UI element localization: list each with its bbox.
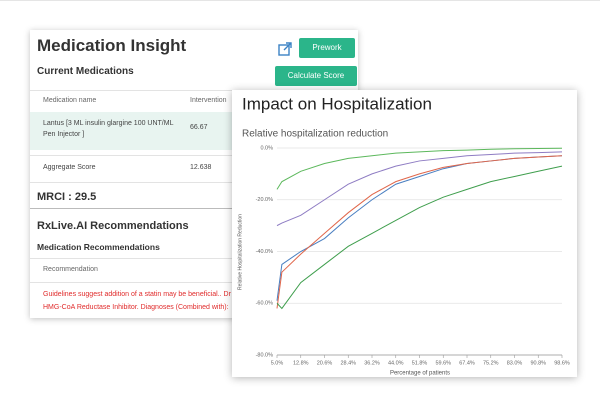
y-axis-label: Relative Hospitalization Reduction <box>237 214 243 290</box>
mrci: MRCI : 29.5 <box>37 191 97 203</box>
y-tick-label: -60.0% <box>256 301 274 307</box>
y-tick-label: -20.0% <box>256 197 274 203</box>
x-tick-label: 28.4% <box>340 360 356 366</box>
x-tick-label: 67.4% <box>459 360 475 366</box>
recommendations-subtitle: Medication Recommendations <box>37 242 160 252</box>
recommendations-header: Recommendation <box>43 266 98 273</box>
recommendations-title: RxLive.AI Recommendations <box>37 220 189 232</box>
chart: Impact on Hospitalization Relative hospi… <box>237 94 570 377</box>
series-line <box>276 155 563 301</box>
panel-title: Medication Insight <box>37 36 187 55</box>
table-cell: Lantus [3 ML insulin glargine 100 UNT/ML… <box>43 120 174 138</box>
x-tick-label: 75.2% <box>483 360 499 366</box>
x-tick-label: 36.2% <box>364 360 380 366</box>
series-line <box>276 155 563 309</box>
prework-button[interactable]: Prework <box>299 38 355 58</box>
table-cell: Aggregate Score <box>43 164 96 171</box>
series-line <box>276 147 563 190</box>
x-tick-label: 51.8% <box>412 360 428 366</box>
chart-subtitle: Relative hospitalization reduction <box>242 129 388 140</box>
series-line <box>276 151 563 227</box>
recommendation-text: Guidelines suggest addition of a statin … <box>43 291 231 298</box>
y-tick-label: 0.0% <box>260 145 273 151</box>
open-icon[interactable] <box>278 42 292 56</box>
chart-title: Impact on Hospitalization <box>242 94 432 113</box>
x-tick-label: 20.6% <box>317 360 333 366</box>
table-cell: 12.638 <box>190 164 212 171</box>
table-header: Intervention <box>190 97 227 104</box>
x-tick-label: 90.8% <box>530 360 546 366</box>
y-tick-label: -40.0% <box>256 249 274 255</box>
x-tick-label: 12.8% <box>293 360 309 366</box>
section-title: Current Medications <box>37 66 134 77</box>
table-cell: 66.67 <box>190 124 208 131</box>
x-tick-label: 59.6% <box>435 360 451 366</box>
x-axis-label: Percentage of patients <box>390 371 450 377</box>
recommendation-text: HMG-CoA Reductase Inhibitor. Diagnoses (… <box>43 304 229 311</box>
table-header: Medication name <box>43 97 97 104</box>
top-border <box>0 0 600 1</box>
x-tick-label: 98.6% <box>554 360 570 366</box>
x-tick-label: 44.0% <box>388 360 404 366</box>
x-tick-label: 83.0% <box>507 360 523 366</box>
x-tick-label: 5.0% <box>271 360 284 366</box>
chart-card: Impact on Hospitalization Relative hospi… <box>232 90 577 377</box>
y-tick-label: -80.0% <box>256 352 274 358</box>
calculate-button[interactable]: Calculate Score <box>275 66 357 86</box>
series-line <box>276 165 563 310</box>
